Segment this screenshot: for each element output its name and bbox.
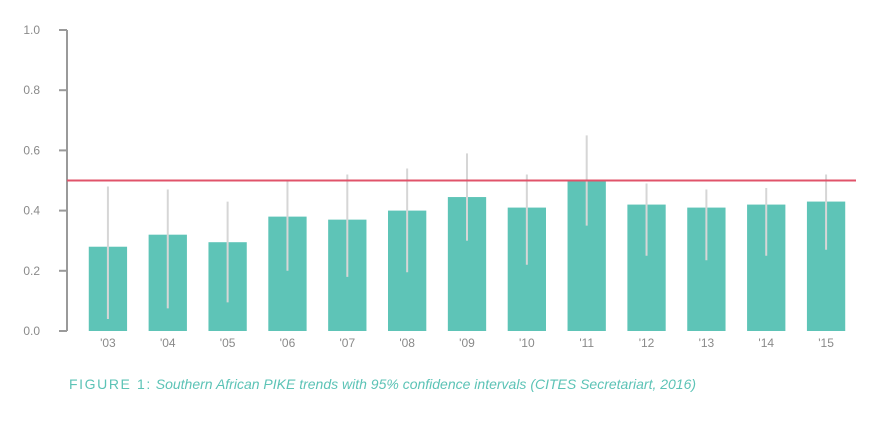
y-tick-label: 0.0 bbox=[23, 324, 40, 338]
figure-caption: FIGURE 1: Southern African PIKE trends w… bbox=[69, 376, 696, 392]
x-tick-label: '12 bbox=[639, 336, 655, 350]
y-axis: 0.0 0.2 0.4 0.6 0.8 1.0 bbox=[23, 23, 68, 338]
x-tick-label: '08 bbox=[399, 336, 415, 350]
x-tick-label: '03 bbox=[100, 336, 116, 350]
x-tick-label: '11 bbox=[579, 336, 594, 350]
x-tick-label: '04 bbox=[160, 336, 176, 350]
y-tick-label: 1.0 bbox=[23, 23, 40, 37]
confidence-intervals bbox=[106, 135, 828, 319]
x-tick-label: '13 bbox=[699, 336, 715, 350]
y-tick-label: 0.6 bbox=[23, 143, 40, 157]
x-tick-label: '06 bbox=[280, 336, 296, 350]
x-tick-label: '14 bbox=[758, 336, 774, 350]
x-tick-label: '09 bbox=[459, 336, 475, 350]
y-tick-label: 0.2 bbox=[23, 264, 40, 278]
y-tick-label: 0.4 bbox=[23, 204, 40, 218]
caption-lead: FIGURE 1: bbox=[69, 376, 152, 392]
x-tick-label: '15 bbox=[818, 336, 834, 350]
caption-text: Southern African PIKE trends with 95% co… bbox=[155, 376, 697, 392]
x-tick-label: '10 bbox=[519, 336, 535, 350]
x-axis-labels: '03 '04 '05 '06 '07 '08 '09 '10 '11 '12 '13 '14 '15 bbox=[100, 336, 834, 350]
x-tick-label: '05 bbox=[220, 336, 236, 350]
x-tick-label: '07 bbox=[339, 336, 355, 350]
y-tick-label: 0.8 bbox=[23, 83, 40, 97]
pike-bar-chart: 0.0 0.2 0.4 0.6 0.8 1.0 '03 '04 '05 '06 '07 '08 '09… bbox=[23, 23, 856, 350]
